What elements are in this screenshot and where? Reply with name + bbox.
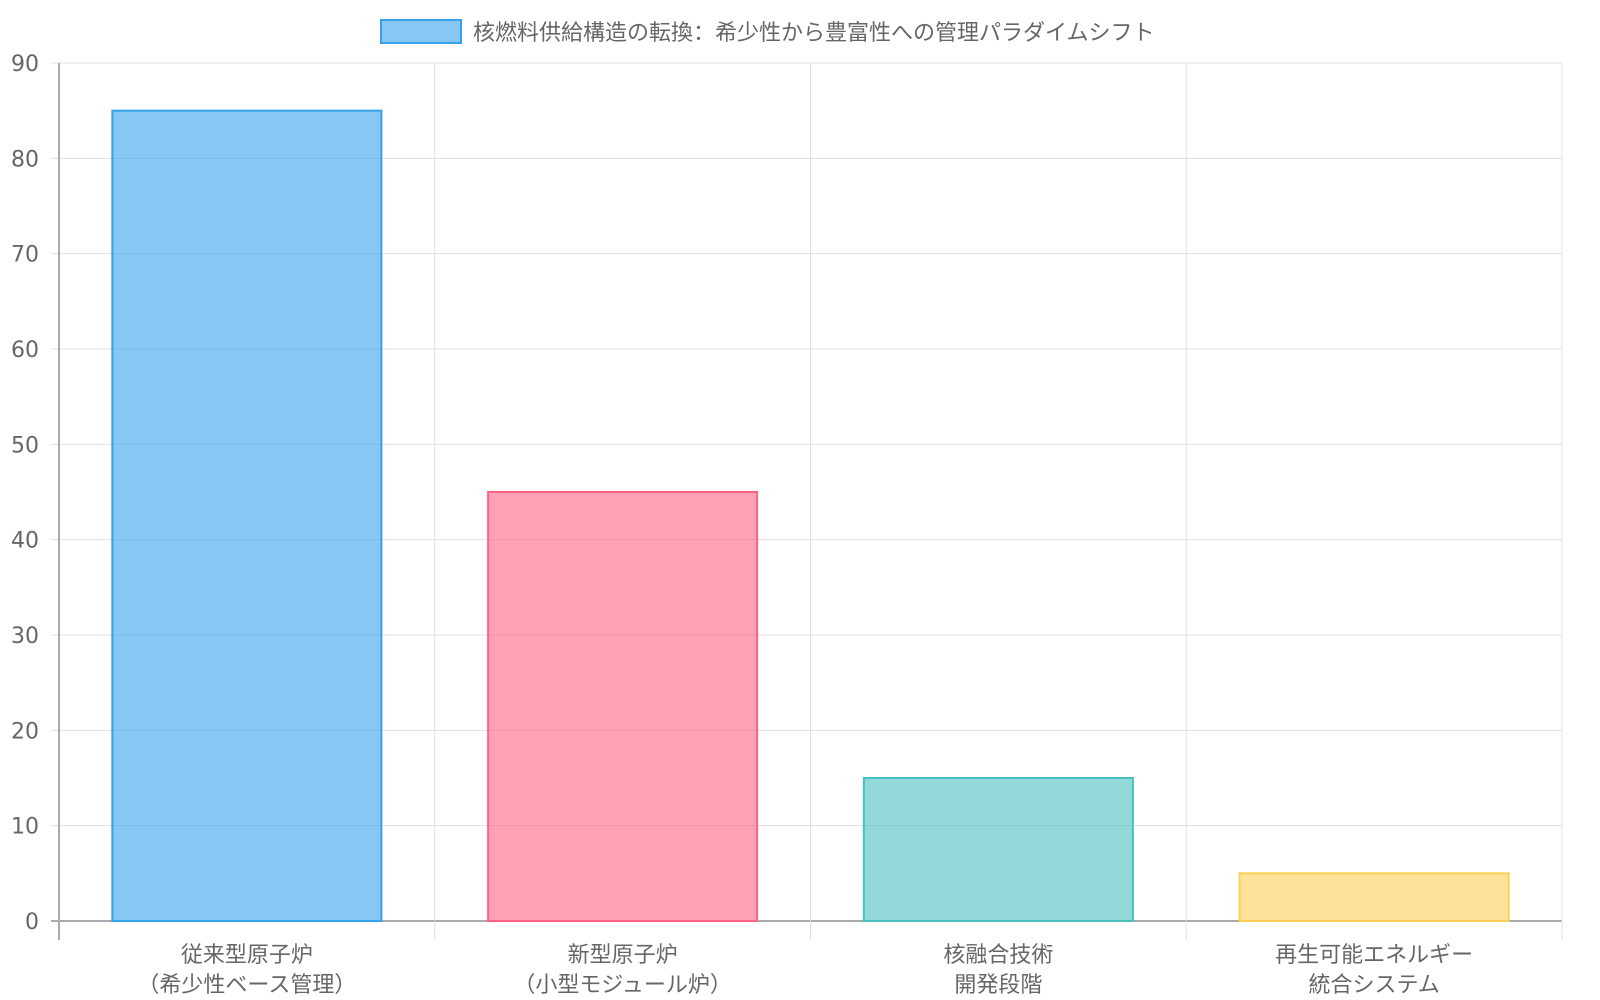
x-tick-label: 再生可能エネルギー (1275, 943, 1473, 968)
bars (111, 109, 1510, 922)
y-tick-label: 40 (11, 529, 39, 554)
axes: 0 10 20 30 40 50 60 70 80 90 従来型原子炉 （希少性ベース管理） 新型原子炉… (11, 52, 1473, 998)
y-tick-label: 10 (11, 815, 39, 840)
x-tick-label: 開発段階 (954, 973, 1042, 998)
y-tick-label: 60 (11, 338, 39, 363)
legend-swatch[interactable] (380, 19, 462, 44)
y-tick-label: 90 (11, 52, 39, 77)
x-tick-label: 核融合技術 (943, 943, 1053, 968)
x-tick-label: （希少性ベース管理） (137, 973, 356, 998)
bar (487, 491, 759, 922)
legend-label[interactable]: 核燃料供給構造の転換：希少性から豊富性への管理パラダイムシフト (473, 21, 1155, 46)
y-tick-label: 50 (11, 433, 39, 458)
bar (862, 777, 1134, 922)
legend[interactable]: 核燃料供給構造の転換：希少性から豊富性への管理パラダイムシフト (380, 19, 1155, 46)
x-tick-label: 新型原子炉 (568, 943, 678, 968)
x-tick-label: （小型モジュール炉） (513, 973, 731, 998)
y-tick-label: 0 (25, 910, 39, 935)
bar (1238, 872, 1510, 922)
y-tick-label: 70 (11, 243, 39, 268)
bar (111, 109, 383, 922)
y-tick-label: 20 (11, 719, 39, 744)
y-tick-label: 30 (11, 624, 39, 649)
x-tick-label: 統合システム (1308, 973, 1439, 998)
x-tick-label: 従来型原子炉 (181, 943, 313, 968)
y-tick-label: 80 (11, 147, 39, 172)
